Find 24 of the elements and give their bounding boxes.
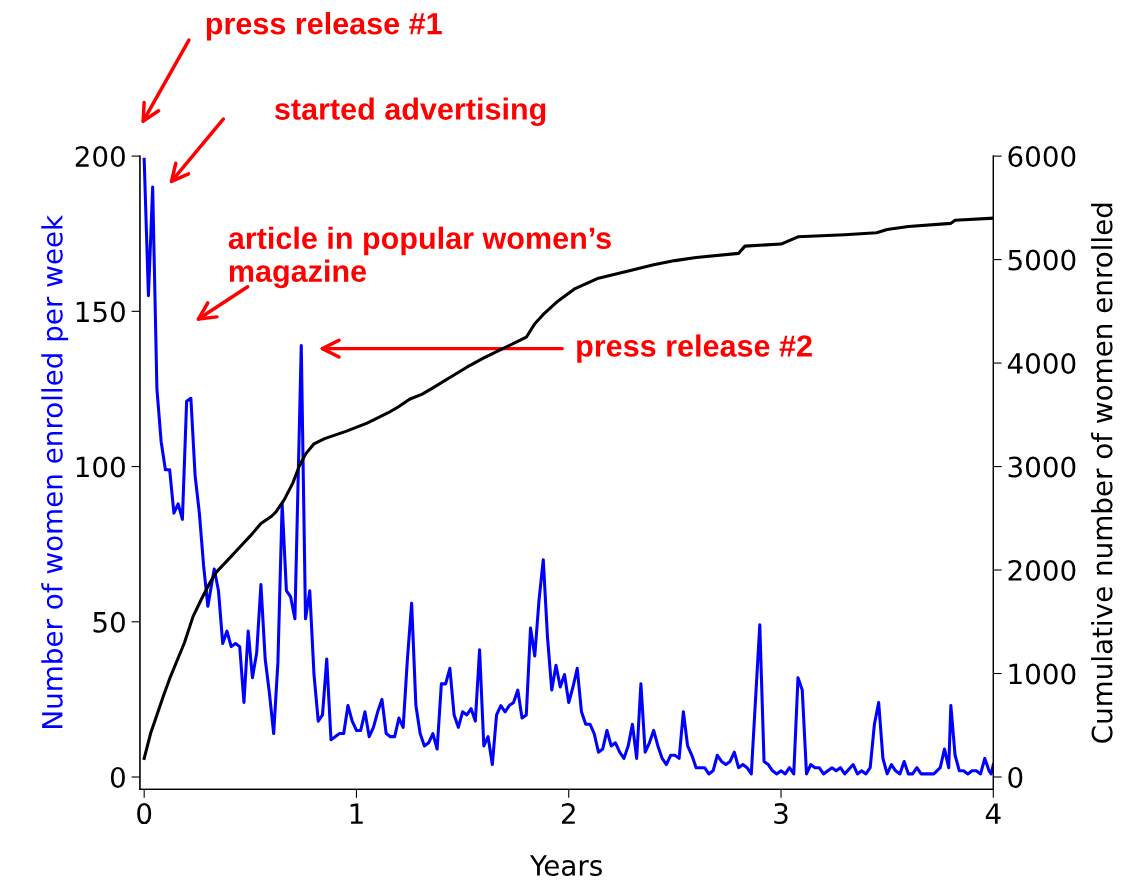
y2-tick-label: 5000 [1008,249,1076,271]
y-tick-label: 50 [93,611,125,633]
y-tick-label: 200 [75,146,125,168]
y-tick-label: 0 [110,766,125,788]
text: press release #1 [206,12,442,41]
x-tick-label: 1 [350,803,363,824]
annotation: article in popular women’s magazine [228,226,611,289]
y-tick-label: 100 [76,456,125,478]
y-tick-label: 150 [76,301,125,323]
y2-tick-label: 4000 [1007,353,1076,375]
y2-tick-label: 3000 [1008,456,1076,478]
x-tick-label: 0 [137,803,152,825]
y2-tick-label: 2000 [1008,559,1076,581]
annotation: press release #2 [577,334,812,363]
text: started advertising [274,97,546,127]
x-axis-title: Years [529,855,602,876]
y2-axis-title: Cumulative number of women enrolled [1091,203,1113,743]
y2-tick-label: 1000 [1009,663,1076,685]
x-tick-label: 4 [985,803,1001,824]
x-tick-label: 2 [561,803,575,824]
y-axis-title: Number of women enrolled per week [41,214,69,728]
y2-tick-label: 6000 [1008,146,1076,168]
x-tick-label: 3 [774,803,788,825]
y2-tick-label: 0 [1008,766,1023,788]
